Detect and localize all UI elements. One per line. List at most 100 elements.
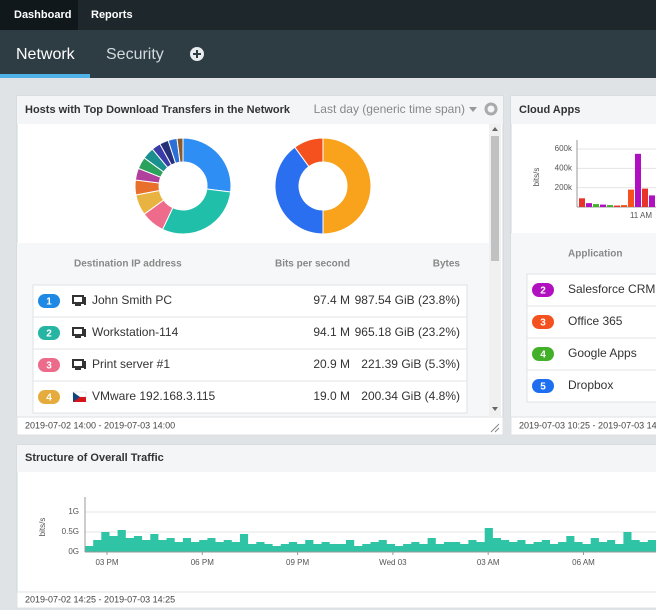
sub-tab[interactable]: Security xyxy=(106,46,164,63)
donut-segment xyxy=(322,137,372,235)
scroll-thumb[interactable] xyxy=(491,136,499,261)
y-axis-label: bits/s xyxy=(38,518,47,537)
bytes: 200.34 GiB (4.8%) xyxy=(361,389,460,403)
rank-number: 2 xyxy=(540,286,546,297)
app-name: Google Apps xyxy=(568,346,637,360)
panel-footer-text: 2019-07-02 14:00 - 2019-07-03 14:00 xyxy=(25,420,175,430)
x-tick-label: 03 AM xyxy=(477,558,500,567)
rank-number: 3 xyxy=(46,361,52,372)
traffic-area xyxy=(85,528,656,552)
panel-header xyxy=(17,445,656,472)
bytes: 987.54 GiB (23.8%) xyxy=(355,293,460,307)
y-tick-label: 0.5G xyxy=(62,527,79,536)
rank-badge xyxy=(38,294,60,308)
panel-footer-text: 2019-07-02 14:25 - 2019-07-03 14:25 xyxy=(25,594,175,604)
table-row[interactable] xyxy=(32,348,468,382)
time-span[interactable]: Last day (generic time span) xyxy=(314,102,465,116)
top-bar xyxy=(0,0,656,30)
monitor-icon xyxy=(72,295,84,304)
panel-footer xyxy=(16,591,656,609)
monitor-icon xyxy=(72,359,84,368)
y-tick-label: 200k xyxy=(555,183,573,192)
column-header: Destination IP address xyxy=(74,259,182,270)
donut-segment xyxy=(176,137,184,163)
rank-number: 1 xyxy=(46,297,52,308)
x-tick-label: 11 AM xyxy=(630,211,652,220)
table-row[interactable] xyxy=(32,316,468,350)
monitor-stand xyxy=(75,361,86,370)
panel-footer-text: 2019-07-03 10:25 - 2019-07-03 14:2 xyxy=(519,420,656,430)
sub-tab[interactable]: Network xyxy=(16,46,76,63)
donut-segment xyxy=(274,146,324,235)
nav-tab[interactable]: Reports xyxy=(91,9,133,21)
panel-title: Hosts with Top Download Transfers in the… xyxy=(25,104,291,116)
x-tick-label: Wed 03 xyxy=(379,558,407,567)
bar xyxy=(635,153,641,207)
panel-footer xyxy=(510,416,656,436)
table-row[interactable] xyxy=(32,380,468,414)
active-underline xyxy=(0,74,90,78)
rank-number: 4 xyxy=(46,393,52,404)
x-tick-label: 09 PM xyxy=(286,558,309,567)
monitor-stand xyxy=(75,297,86,306)
sub-bar xyxy=(0,30,656,78)
bar xyxy=(614,205,620,207)
y-tick-label: 0G xyxy=(68,547,79,556)
monitor-icon xyxy=(72,327,84,336)
flag-triangle xyxy=(73,392,80,402)
bar xyxy=(642,188,648,207)
dropdown-arrow[interactable] xyxy=(469,107,477,112)
nav-tab[interactable]: Dashboard xyxy=(14,9,71,21)
column-header: Bits per second xyxy=(275,259,350,270)
rank-badge xyxy=(38,390,60,404)
rank-badge xyxy=(532,283,554,297)
panel-title: Structure of Overall Traffic xyxy=(25,452,164,464)
table-row[interactable] xyxy=(32,284,468,318)
y-tick-label: 600k xyxy=(555,144,573,153)
panel-title: Cloud Apps xyxy=(519,104,580,116)
donut-segment xyxy=(182,137,232,193)
bytes: 221.39 GiB (5.3%) xyxy=(361,357,460,371)
app-name: Salesforce CRM xyxy=(568,282,655,296)
host-name: Workstation-114 xyxy=(92,325,179,339)
panel-header xyxy=(511,96,656,124)
x-tick-label: 06 PM xyxy=(191,558,214,567)
app-name: Dropbox xyxy=(568,378,613,392)
x-tick-label: 03 PM xyxy=(95,558,118,567)
bps: 97.4 M xyxy=(313,293,350,307)
bps: 20.9 M xyxy=(313,357,350,371)
y-tick-label: 1G xyxy=(68,507,79,516)
bar xyxy=(600,204,606,207)
rank-number: 4 xyxy=(540,350,546,361)
resize-grip xyxy=(490,423,500,433)
bar xyxy=(579,198,585,207)
rank-number: 5 xyxy=(540,382,546,393)
y-tick-label: 400k xyxy=(555,163,573,172)
panel-header xyxy=(17,96,503,124)
flag-bottom xyxy=(73,397,86,402)
rank-number: 3 xyxy=(540,318,546,329)
plus-icon xyxy=(193,50,201,58)
bps: 94.1 M xyxy=(313,325,350,339)
rank-badge xyxy=(38,358,60,372)
bar xyxy=(607,205,613,207)
settings-icon[interactable] xyxy=(484,102,498,116)
app-name: Office 365 xyxy=(568,314,623,328)
rank-badge xyxy=(532,315,554,329)
rank-badge xyxy=(38,326,60,340)
rank-number: 2 xyxy=(46,329,52,340)
traffic-panel xyxy=(16,444,656,609)
rank-badge xyxy=(532,379,554,393)
bps: 19.0 M xyxy=(313,389,350,403)
monitor-stand xyxy=(75,329,86,338)
column-header: Application xyxy=(568,249,622,260)
x-tick-label: 06 AM xyxy=(572,558,595,567)
host-name: John Smith PC xyxy=(92,293,172,307)
host-name: VMware 192.168.3.115 xyxy=(92,389,216,403)
column-header: Bytes xyxy=(433,259,461,270)
host-name: Print server #1 xyxy=(92,357,170,371)
y-axis-label: bits/s xyxy=(532,168,541,187)
rank-badge xyxy=(532,347,554,361)
